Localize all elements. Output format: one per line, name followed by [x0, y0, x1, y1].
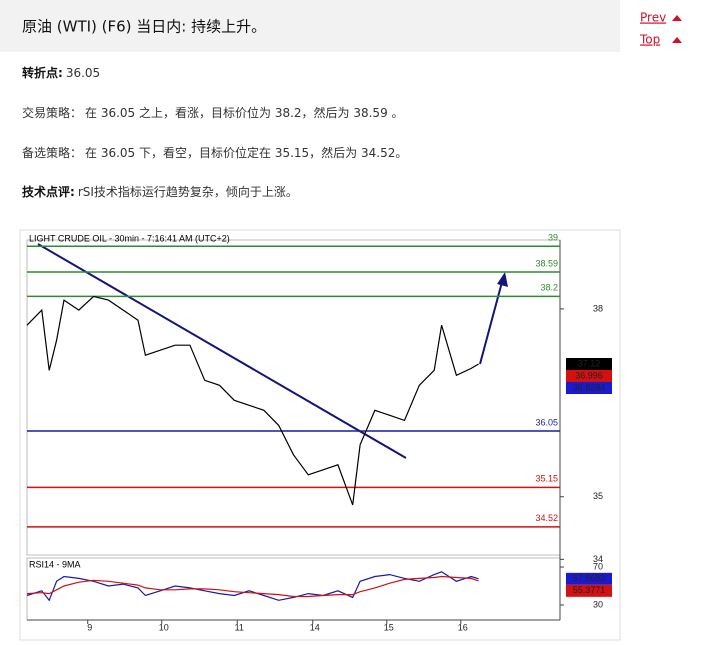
- top-icon[interactable]: [672, 37, 682, 43]
- y-tick-label: 30: [593, 599, 603, 609]
- para-label: 备选策略：: [22, 145, 82, 160]
- x-tick-label: 10: [159, 622, 169, 632]
- price-marker-label: 57.5683: [573, 573, 606, 583]
- top-link[interactable]: Top: [639, 33, 660, 47]
- x-tick-label: 16: [458, 622, 468, 632]
- y-tick-label: 34: [593, 554, 603, 564]
- price-marker-label: 36.8284: [573, 382, 606, 392]
- paragraph: 转折点: 36.05: [22, 65, 100, 80]
- price-marker: [566, 584, 612, 597]
- level-label: 38.2: [540, 283, 558, 293]
- price-marker-label: 37.12: [578, 358, 601, 368]
- rsi-title: RSI14 - 9MA: [29, 559, 81, 569]
- level-label: 36.05: [535, 417, 558, 427]
- trend-line: [37, 243, 407, 459]
- prev-icon[interactable]: [672, 15, 682, 21]
- para-label: 转折点:: [22, 65, 63, 80]
- price-marker: [566, 381, 612, 394]
- price-marker-label: 55.3771: [573, 585, 606, 595]
- chart-frame: [19, 229, 621, 641]
- y-tick-label: 70: [593, 561, 603, 571]
- y-tick-label: 35: [593, 491, 603, 501]
- para-label: 技术点评:: [22, 184, 75, 199]
- paragraph: 交易策略：在 36.05 之上，看涨，目标价位为 38.2，然后为 38.59 …: [22, 105, 404, 120]
- level-label: 35.15: [535, 474, 558, 484]
- x-tick-label: 15: [384, 622, 394, 632]
- price-marker: [566, 572, 612, 585]
- para-text: 在 36.05 之上，看涨，目标价位为 38.2，然后为 38.59 。: [85, 105, 404, 120]
- series-line: [26, 575, 479, 598]
- x-tick-label: 11: [235, 622, 244, 632]
- x-tick-label: 14: [310, 622, 320, 632]
- arrow-head: [497, 272, 508, 287]
- page-title: 原油 (WTI) (F6) 当日内: 持续上升。: [22, 18, 266, 36]
- price-marker: [566, 357, 612, 370]
- para-label: 交易策略：: [22, 105, 82, 120]
- level-label: 38.59: [535, 258, 558, 268]
- price-marker-label: 36.996: [575, 370, 603, 380]
- header-band: [0, 0, 620, 52]
- x-tick-label: 9: [87, 622, 92, 632]
- prev-link[interactable]: Prev: [640, 11, 666, 25]
- chart-title: LIGHT CRUDE OIL - 30min - 7:16:41 AM (UT…: [29, 233, 230, 243]
- paragraph: 技术点评: rSI技术指标运行趋势复杂，倾向于上涨。: [22, 184, 298, 199]
- price-line: [26, 295, 479, 506]
- price-marker: [566, 369, 612, 382]
- paragraph: 备选策略：在 36.05 下，看空，目标价位定在 35.15，然后为 34.52…: [22, 145, 407, 160]
- para-text: 36.05: [66, 66, 100, 80]
- level-label: 39: [548, 233, 558, 243]
- y-tick-label: 38: [593, 303, 603, 313]
- para-text: 在 36.05 下，看空，目标价位定在 35.15，然后为 34.52。: [85, 145, 407, 160]
- para-text: rSI技术指标运行趋势复杂，倾向于上涨。: [78, 184, 298, 199]
- level-label: 34.52: [535, 513, 558, 523]
